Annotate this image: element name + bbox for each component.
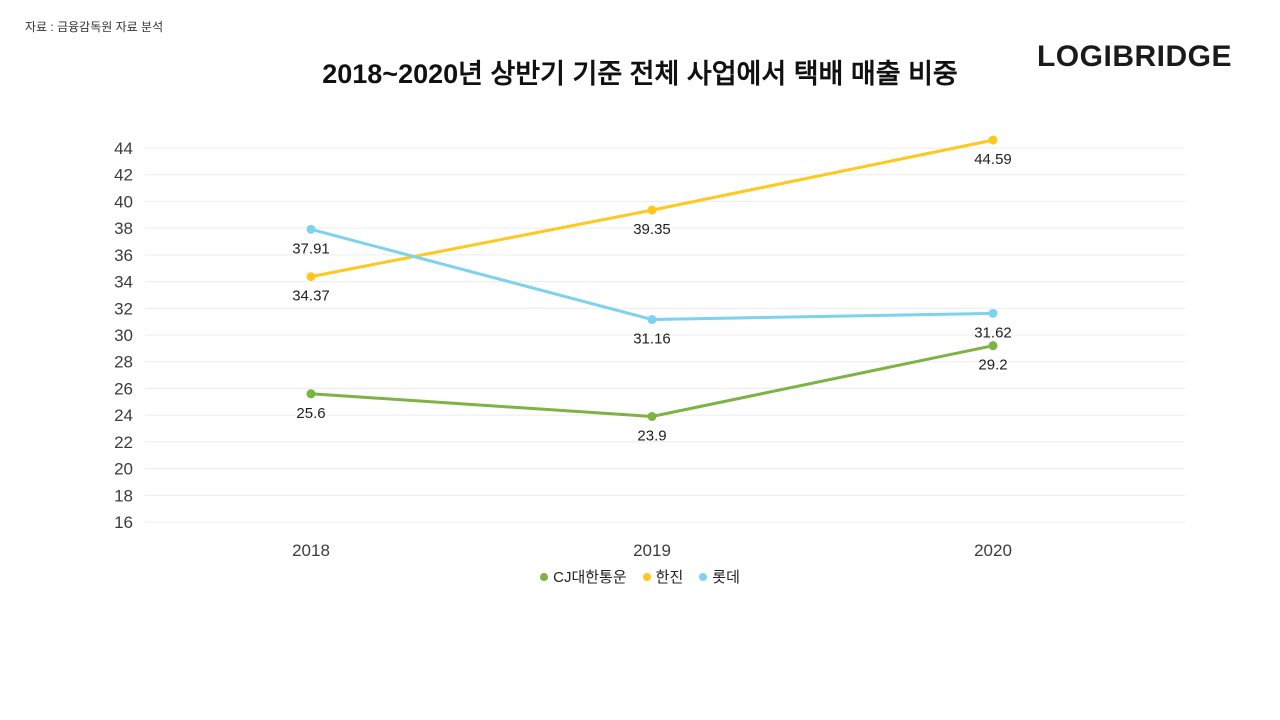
y-tick-label: 20 [114,460,133,479]
data-label: 29.2 [978,357,1007,374]
data-label: 37.91 [292,240,330,257]
legend-label: 롯데 [712,569,740,586]
data-label: 31.16 [633,331,671,348]
y-tick-label: 24 [114,406,133,425]
legend-item: CJ대한통운 [540,566,627,587]
source-note: 자료 : 금융감독원 자료 분석 [25,20,164,34]
data-point [306,389,316,399]
y-tick-label: 16 [114,513,133,532]
legend-label: 한진 [655,569,684,586]
chart-legend: CJ대한통운 한진 롯데 [0,566,1280,587]
y-tick-label: 28 [114,353,133,372]
data-label: 23.9 [637,427,666,444]
y-tick-label: 38 [114,219,133,238]
y-tick-label: 34 [114,273,133,292]
data-label: 44.59 [974,151,1012,168]
x-tick-label: 2019 [633,541,671,560]
legend-item: 롯데 [699,566,740,587]
data-label: 34.37 [292,288,330,305]
data-point [647,315,657,325]
data-point [988,135,998,145]
data-label: 39.35 [633,221,671,238]
y-tick-label: 32 [114,299,133,318]
data-point [647,205,657,215]
data-label: 31.62 [974,324,1012,341]
legend-item: 한진 [642,566,684,587]
y-tick-label: 40 [114,192,133,211]
series-line [309,227,995,322]
x-tick-label: 2018 [292,541,330,560]
y-tick-label: 42 [114,166,133,185]
data-point [988,341,998,351]
y-tick-label: 30 [114,326,133,345]
brand-logo: LOGIBRIDGE [1036,40,1232,73]
legend-dot-icon [540,572,549,581]
data-label: 25.6 [296,405,325,422]
x-tick-label: 2020 [974,541,1012,560]
y-tick-label: 36 [114,246,133,265]
y-tick-label: 18 [114,486,133,505]
data-point [988,308,998,318]
y-tick-label: 44 [114,139,133,158]
y-tick-label: 22 [114,433,133,452]
legend-dot-icon [642,572,651,581]
data-point [306,224,316,234]
series-line [309,344,995,418]
data-point [647,411,657,421]
y-tick-label: 26 [114,379,133,398]
legend-label: CJ대한통운 [553,569,627,586]
data-point [306,272,316,282]
legend-dot-icon [699,572,708,581]
chart-title: 2018~2020년 상반기 기준 전체 사업에서 택배 매출 비중 [322,59,958,89]
